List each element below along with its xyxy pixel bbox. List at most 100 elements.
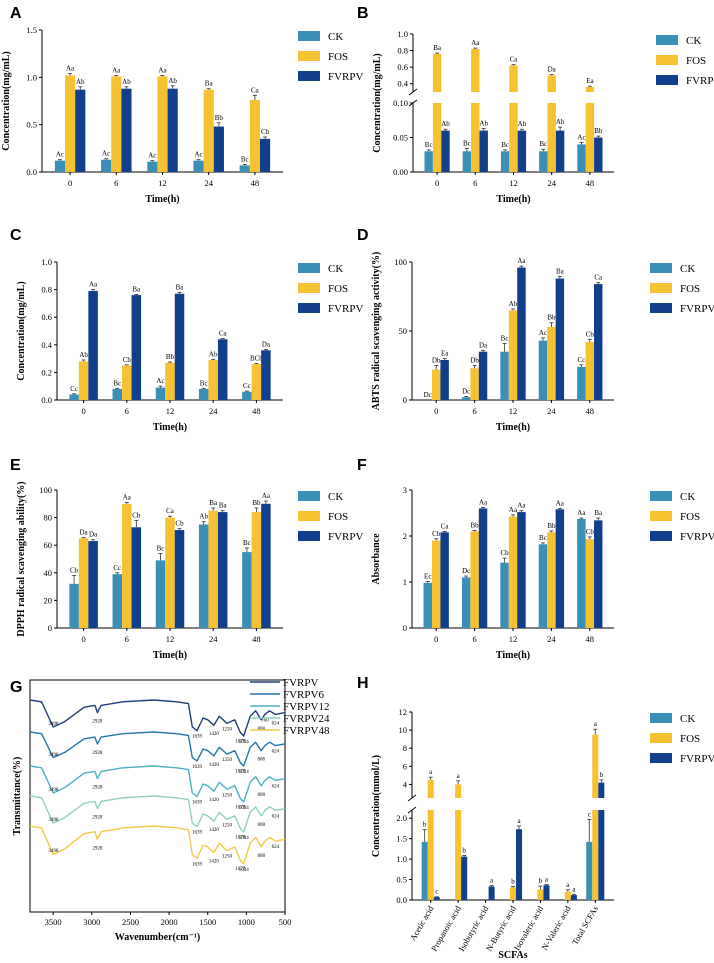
bar-fos xyxy=(431,369,441,400)
significance-label: a xyxy=(490,877,494,885)
bar-fos xyxy=(585,87,595,92)
significance-label: Ca xyxy=(594,274,603,282)
peak-label: 3498 xyxy=(48,753,59,758)
y-axis-title: ABTS radical scavenging activity(%) xyxy=(371,252,382,411)
peak-label: 1034 xyxy=(239,836,250,841)
legend-swatch-fos xyxy=(298,283,320,293)
y-tick-label: 0.6 xyxy=(41,312,52,322)
y-tick-label: 4 xyxy=(403,779,408,789)
bar-fos xyxy=(251,364,262,400)
peak-label: 1420 xyxy=(209,798,220,803)
legend-swatch-fos xyxy=(656,55,678,65)
peak-label: 2928 xyxy=(92,816,103,821)
significance-label: Ab xyxy=(518,120,527,128)
significance-label: Ba xyxy=(176,283,185,291)
significance-label: Dc xyxy=(462,567,470,575)
x-tick-label: 24 xyxy=(547,178,556,188)
y-tick-label: 0.8 xyxy=(397,46,408,56)
significance-label: a xyxy=(572,885,576,893)
bar-ck xyxy=(500,562,509,628)
significance-label: Bb xyxy=(471,521,480,529)
y-tick-label: 8 xyxy=(403,743,407,753)
y-axis-title: Absorbance xyxy=(371,533,382,585)
legend-swatch-fos xyxy=(298,51,320,61)
axis-break-mark xyxy=(407,794,417,802)
bar-fos xyxy=(208,510,218,628)
significance-label: Da xyxy=(479,341,488,349)
bar-fvrpv xyxy=(594,520,603,628)
bar-fvrpv xyxy=(440,359,449,400)
significance-label: Aa xyxy=(479,498,488,506)
panel-f: F0123EcCbCa0DcBbAa6CbAaAa12BcBbAa24AaCbB… xyxy=(357,457,614,661)
legend-swatch-fvrpv xyxy=(650,753,672,763)
peak-label: 1079 xyxy=(235,770,246,775)
x-tick-label: 0 xyxy=(68,178,72,188)
y-tick-label: 50 xyxy=(399,326,408,336)
significance-label: Aa xyxy=(509,506,518,514)
bar-fos xyxy=(427,810,434,900)
y-tick-label: 0.0 xyxy=(26,167,37,177)
legend-label-fvrpv: FVRPV xyxy=(328,303,364,315)
significance-label: Cb xyxy=(123,356,132,364)
panel-letter: A xyxy=(10,5,22,22)
x-tick-label: 2000 xyxy=(161,917,178,927)
panel-letter: B xyxy=(357,5,369,22)
bar-fos xyxy=(592,734,599,798)
bar-ck xyxy=(155,387,166,400)
legend-label-fos: FOS xyxy=(328,511,348,523)
bar-fvrpv xyxy=(259,138,271,172)
bar-fvrpv xyxy=(441,130,450,172)
bar-fvrpv xyxy=(479,130,488,172)
y-tick-label: 1.0 xyxy=(397,29,408,39)
bar-fos xyxy=(431,540,441,628)
significance-label: Cb xyxy=(132,511,141,519)
x-axis-title: Wavenumber(cm⁻¹) xyxy=(115,932,200,943)
x-tick-label: 48 xyxy=(252,406,261,416)
legend-label-ck: CK xyxy=(680,713,695,725)
legend-swatch-ck xyxy=(298,263,320,273)
y-tick-label: 6 xyxy=(403,761,407,771)
bar-fos xyxy=(111,76,122,172)
significance-label: Cb xyxy=(586,528,595,536)
legend-label-fvrpv6: FVRPV6 xyxy=(283,689,324,701)
significance-label: b xyxy=(539,877,543,885)
x-tick-label: Total SCFAs xyxy=(570,904,600,947)
bar-ck xyxy=(198,524,209,628)
significance-label: Bc xyxy=(463,140,471,148)
significance-label: Db xyxy=(470,357,479,365)
x-tick-label: 6 xyxy=(114,178,118,188)
legend-swatch-fvrpv xyxy=(298,71,320,81)
bar-ck xyxy=(538,340,548,400)
peak-label: 1420 xyxy=(209,732,220,737)
bar-fvrpv xyxy=(478,508,488,628)
significance-label: Ba xyxy=(594,509,603,517)
significance-label: Ba xyxy=(209,499,218,507)
significance-label: Db xyxy=(432,357,441,365)
significance-label: Cb xyxy=(586,330,595,338)
y-tick-label: 3 xyxy=(403,485,407,495)
bar-fos xyxy=(585,103,595,172)
peak-label: 624 xyxy=(272,784,280,789)
peak-label: 1079 xyxy=(235,835,246,840)
axis-break-mark xyxy=(407,806,417,814)
significance-label: Ab xyxy=(209,350,218,358)
legend-label-ck: CK xyxy=(680,263,695,275)
y-tick-label: 0.05 xyxy=(393,133,408,143)
legend-label-fvrpv: FVRPV xyxy=(328,71,364,83)
legend-label-fvrpv48: FVRPV48 xyxy=(283,725,330,737)
y-axis-title: Transmittance(%) xyxy=(12,757,23,836)
significance-label: Cb xyxy=(432,530,441,538)
bar-fvrpv xyxy=(555,278,565,400)
y-tick-label: 0.00 xyxy=(393,167,408,177)
significance-label: Bc xyxy=(113,379,121,387)
significance-label: Aa xyxy=(517,502,526,510)
y-tick-label: 10 xyxy=(399,725,408,735)
y-axis-title: Concentration(mg/mL) xyxy=(372,53,383,152)
peak-label: 808 xyxy=(257,758,265,763)
x-tick-label: 0 xyxy=(435,178,439,188)
bar-fvrpv xyxy=(131,527,142,628)
bar-ck xyxy=(69,583,79,628)
bar-ck xyxy=(147,161,158,172)
bar-fos xyxy=(208,359,218,400)
